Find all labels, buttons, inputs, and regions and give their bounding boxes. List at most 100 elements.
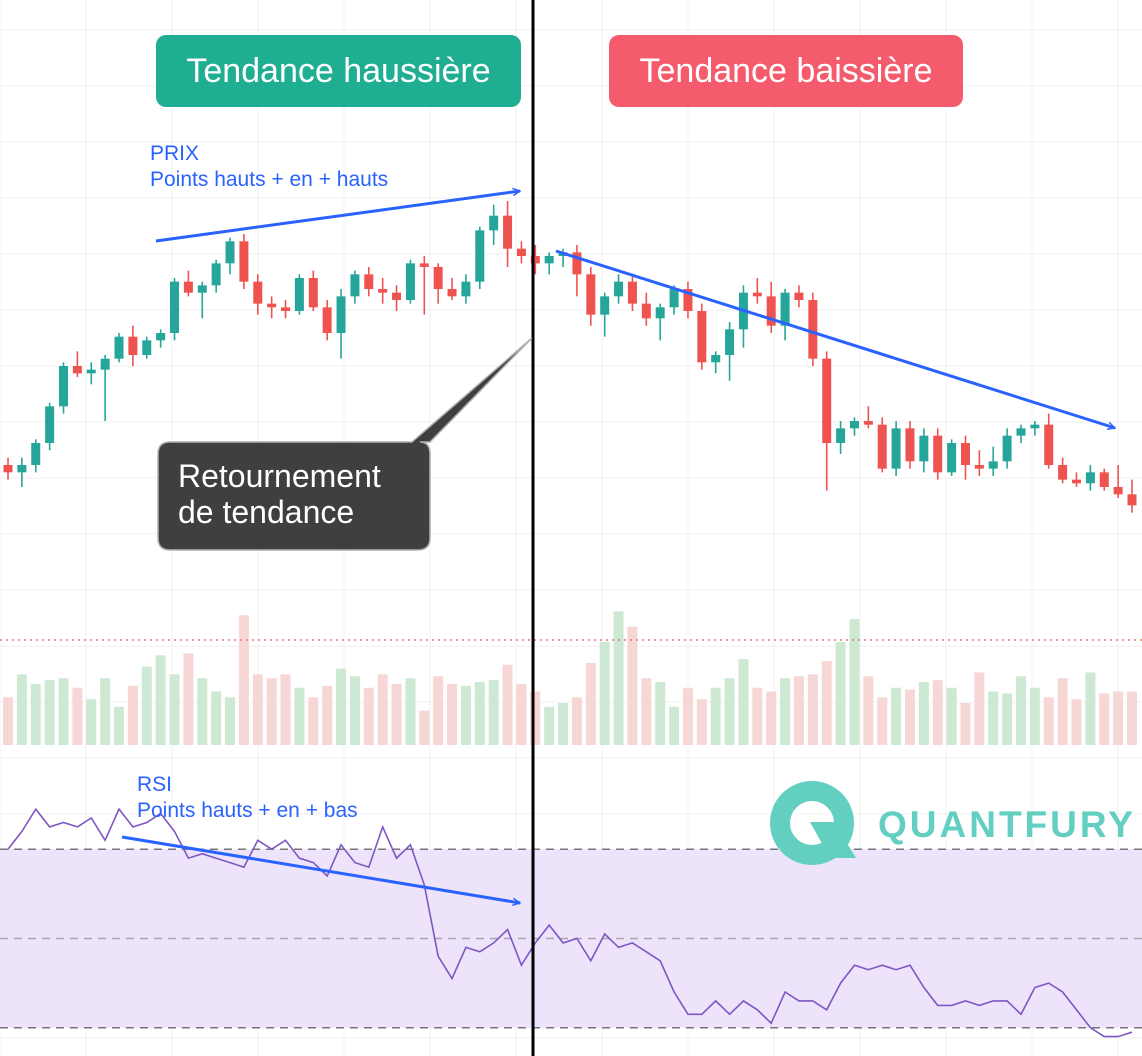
volume-bar [918, 682, 929, 745]
volume-bar [349, 676, 360, 745]
candle-body [392, 292, 402, 300]
candle-down [960, 435, 970, 480]
candle-down [1127, 479, 1137, 513]
candle-down [128, 325, 138, 366]
candle-up [45, 402, 55, 451]
volume-bar [155, 655, 166, 745]
reversal-callout-line-1: Retournement [178, 458, 381, 494]
candle-body [516, 248, 526, 256]
candle-up [31, 439, 41, 473]
uptrend-label: Tendance haussière [156, 35, 521, 107]
volume-bar [1015, 676, 1026, 745]
volume-bar [974, 672, 985, 745]
volume-bar [766, 691, 777, 745]
volume-bar [932, 680, 943, 745]
volume-bar [946, 687, 957, 745]
volume-bar [474, 682, 485, 745]
volume-bar [571, 697, 582, 745]
volume-bar [724, 678, 735, 745]
candle-body [988, 461, 998, 469]
volume-bar [835, 641, 846, 745]
volume-bar [655, 682, 666, 745]
candle-down [1071, 472, 1081, 487]
candle-body [308, 278, 318, 308]
volume-bar [752, 687, 763, 745]
candle-up [170, 278, 180, 341]
candle-up [1030, 421, 1040, 436]
candle-body [586, 274, 596, 315]
candle-body [489, 215, 499, 231]
candle-body [572, 252, 582, 275]
candle-down [905, 421, 915, 469]
candle-down [766, 281, 776, 333]
volume-bar [100, 678, 111, 745]
quantfury-logo-icon [770, 781, 856, 865]
candle-down [503, 201, 513, 267]
candle-up [405, 259, 415, 304]
volume-bar [433, 676, 444, 745]
candle-body [711, 355, 721, 363]
candle-body [31, 443, 41, 465]
candle-down [808, 292, 818, 366]
volume-bar [1085, 672, 1096, 745]
candle-up [461, 274, 471, 304]
candle-up [156, 329, 166, 348]
volume-bar [904, 689, 915, 745]
candle-body [378, 289, 388, 293]
candle-body [45, 406, 55, 443]
candle-down [183, 270, 193, 297]
volume-bar [585, 662, 596, 745]
volume-bar [488, 680, 499, 745]
candle-body [156, 333, 166, 341]
candle-down [1058, 457, 1068, 484]
volume-bar [793, 676, 804, 745]
rsi-annotation-text: Points hauts + en + bas [137, 799, 358, 822]
volume-bar [738, 659, 749, 745]
volume-bars [3, 611, 1137, 745]
candle-up [669, 285, 679, 315]
candle-body [1002, 435, 1012, 462]
candle-up [614, 274, 624, 304]
candle-down [822, 351, 832, 491]
candle-body [1016, 428, 1026, 436]
volume-bar [363, 687, 374, 745]
candle-up [836, 421, 846, 454]
volume-bar [780, 678, 791, 745]
candle-up [891, 421, 901, 476]
candle-up [711, 351, 721, 374]
candle-body [947, 443, 957, 473]
candle-down [572, 245, 582, 297]
candle-up [142, 336, 152, 359]
volume-bar [599, 641, 610, 745]
volume-bar [863, 676, 874, 745]
candle-up [544, 252, 554, 275]
rsi-band-fill [0, 849, 1142, 1028]
candle-up [114, 333, 124, 363]
volume-bar [1043, 697, 1054, 745]
volume-bar [44, 680, 55, 745]
volume-bar [1071, 699, 1082, 745]
candle-body [752, 292, 762, 297]
candle-up [1002, 428, 1012, 469]
volume-bar [252, 674, 263, 745]
candle-body [225, 241, 235, 264]
candle-down [267, 296, 277, 319]
candle-body [794, 292, 804, 300]
volume-bar [682, 687, 693, 745]
candle-body [1044, 424, 1054, 465]
candle-body [253, 281, 263, 304]
candle-down [586, 267, 596, 326]
candle-down [239, 234, 249, 289]
volume-bar [460, 685, 471, 745]
volume-bar [447, 683, 458, 745]
candle-up [59, 362, 69, 414]
volume-bar [405, 678, 416, 745]
candle-down [322, 300, 332, 341]
candle-body [503, 215, 513, 249]
volume-bar [669, 706, 680, 745]
candle-body [170, 281, 180, 333]
rsi-annotation: RSI Points hauts + en + bas [137, 772, 358, 824]
candle-up [350, 270, 360, 304]
candle-body [544, 256, 554, 264]
